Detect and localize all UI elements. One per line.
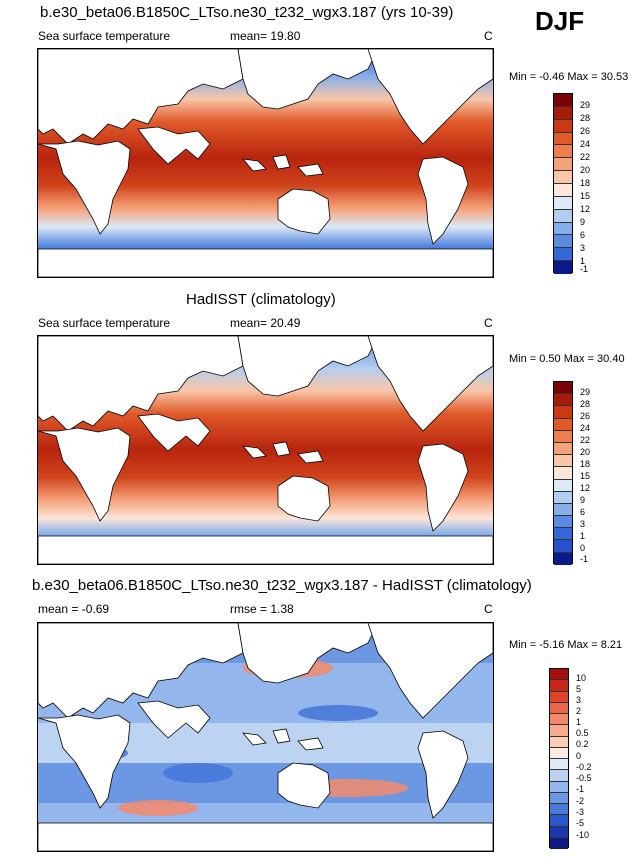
panel-2-tick: 12 xyxy=(580,483,591,493)
panel-2-tick: 15 xyxy=(580,471,591,481)
panel-3-tick: -10 xyxy=(576,830,590,840)
panel-1-title: b.e30_beta06.B1850C_LTso.ne30_t232_wgx3.… xyxy=(40,4,454,21)
panel-1-tick: 24 xyxy=(580,139,591,149)
panel-1-tick: 9 xyxy=(580,217,586,227)
panel-3-tick: 1 xyxy=(576,717,582,727)
panel-2-tick: 26 xyxy=(580,411,591,421)
panel-3-tick: 10 xyxy=(576,673,587,683)
panel-2-tick: 9 xyxy=(580,495,586,505)
panel-1-tick: 20 xyxy=(580,165,591,175)
panel-1-tick: 26 xyxy=(580,126,591,136)
panel-1-mean: mean= 19.80 xyxy=(230,29,301,43)
panel-3-tick: -5 xyxy=(576,818,585,828)
panel-1-tick: 12 xyxy=(580,204,591,214)
panel-3-tick: 0 xyxy=(576,751,582,761)
panel-3-rmse: rmse = 1.38 xyxy=(230,602,294,616)
panel-2-tick: 6 xyxy=(580,507,586,517)
panel-3-tick: -2 xyxy=(576,796,585,806)
panel-1-map-svg xyxy=(38,49,493,277)
panel-1-tick: 18 xyxy=(580,178,591,188)
panel-1-tick: 28 xyxy=(580,113,591,123)
panel-2-mean: mean= 20.49 xyxy=(230,316,301,330)
panel-3-tick: 0.2 xyxy=(576,739,589,749)
panel-2-tick: 0 xyxy=(580,543,586,553)
panel-3-colorbar xyxy=(549,668,569,849)
panel-2-tick: 18 xyxy=(580,459,591,469)
panel-3-tick: 2 xyxy=(576,706,582,716)
panel-3-tick: 5 xyxy=(576,684,582,694)
panel-1-tick: 3 xyxy=(580,243,586,253)
panel-2-minmax: Min = 0.50 Max = 30.40 xyxy=(509,353,625,365)
panel-3-minmax: Min = -5.16 Max = 8.21 xyxy=(509,639,623,651)
panel-3-map-svg xyxy=(38,623,493,851)
panel-2-tick: 28 xyxy=(580,399,591,409)
panel-1-units: C xyxy=(484,29,493,43)
panel-1-colorbar xyxy=(553,93,573,275)
panel-1-tick: 6 xyxy=(580,230,586,240)
panel-1-minmax: Min = -0.46 Max = 30.53 xyxy=(509,71,629,83)
panel-2-tick: 22 xyxy=(580,435,591,445)
panel-2-tick: 1 xyxy=(580,531,586,541)
panel-2-title: HadISST (climatology) xyxy=(186,291,336,308)
panel-3-tick: -1 xyxy=(576,784,585,794)
panel-1-tick: -1 xyxy=(580,264,589,274)
panel-2-tick: 29 xyxy=(580,387,591,397)
panel-3-units: C xyxy=(484,602,493,616)
panel-1-map xyxy=(37,48,494,278)
panel-1-tick: 15 xyxy=(580,191,591,201)
panel-2-tick: 20 xyxy=(580,447,591,457)
panel-2-tick: 24 xyxy=(580,423,591,433)
panel-2-tick: -1 xyxy=(580,554,589,564)
panel-2-units: C xyxy=(484,316,493,330)
panel-3-map xyxy=(37,622,494,852)
panel-1-tick: 29 xyxy=(580,100,591,110)
panel-3-tick: -3 xyxy=(576,807,585,817)
panel-2-map-svg xyxy=(38,336,493,564)
panel-3-tick: 0.5 xyxy=(576,728,589,738)
panel-3-tick: -0.5 xyxy=(576,773,592,783)
panel-2-colorbar xyxy=(553,381,573,565)
panel-1-tick: 1 xyxy=(580,256,586,266)
panel-3-title: b.e30_beta06.B1850C_LTso.ne30_t232_wgx3.… xyxy=(32,577,532,594)
panel-3-tick: 3 xyxy=(576,695,582,705)
panel-2-map xyxy=(37,335,494,565)
panel-3-tick: -0.2 xyxy=(576,762,592,772)
panel-1-variable: Sea surface temperature xyxy=(38,29,171,43)
panel-1-tick: 22 xyxy=(580,152,591,162)
panel-2-variable: Sea surface temperature xyxy=(38,316,171,330)
panel-2-tick: 3 xyxy=(580,519,586,529)
panel-3-mean: mean = -0.69 xyxy=(38,602,110,616)
season-label: DJF xyxy=(535,6,585,36)
